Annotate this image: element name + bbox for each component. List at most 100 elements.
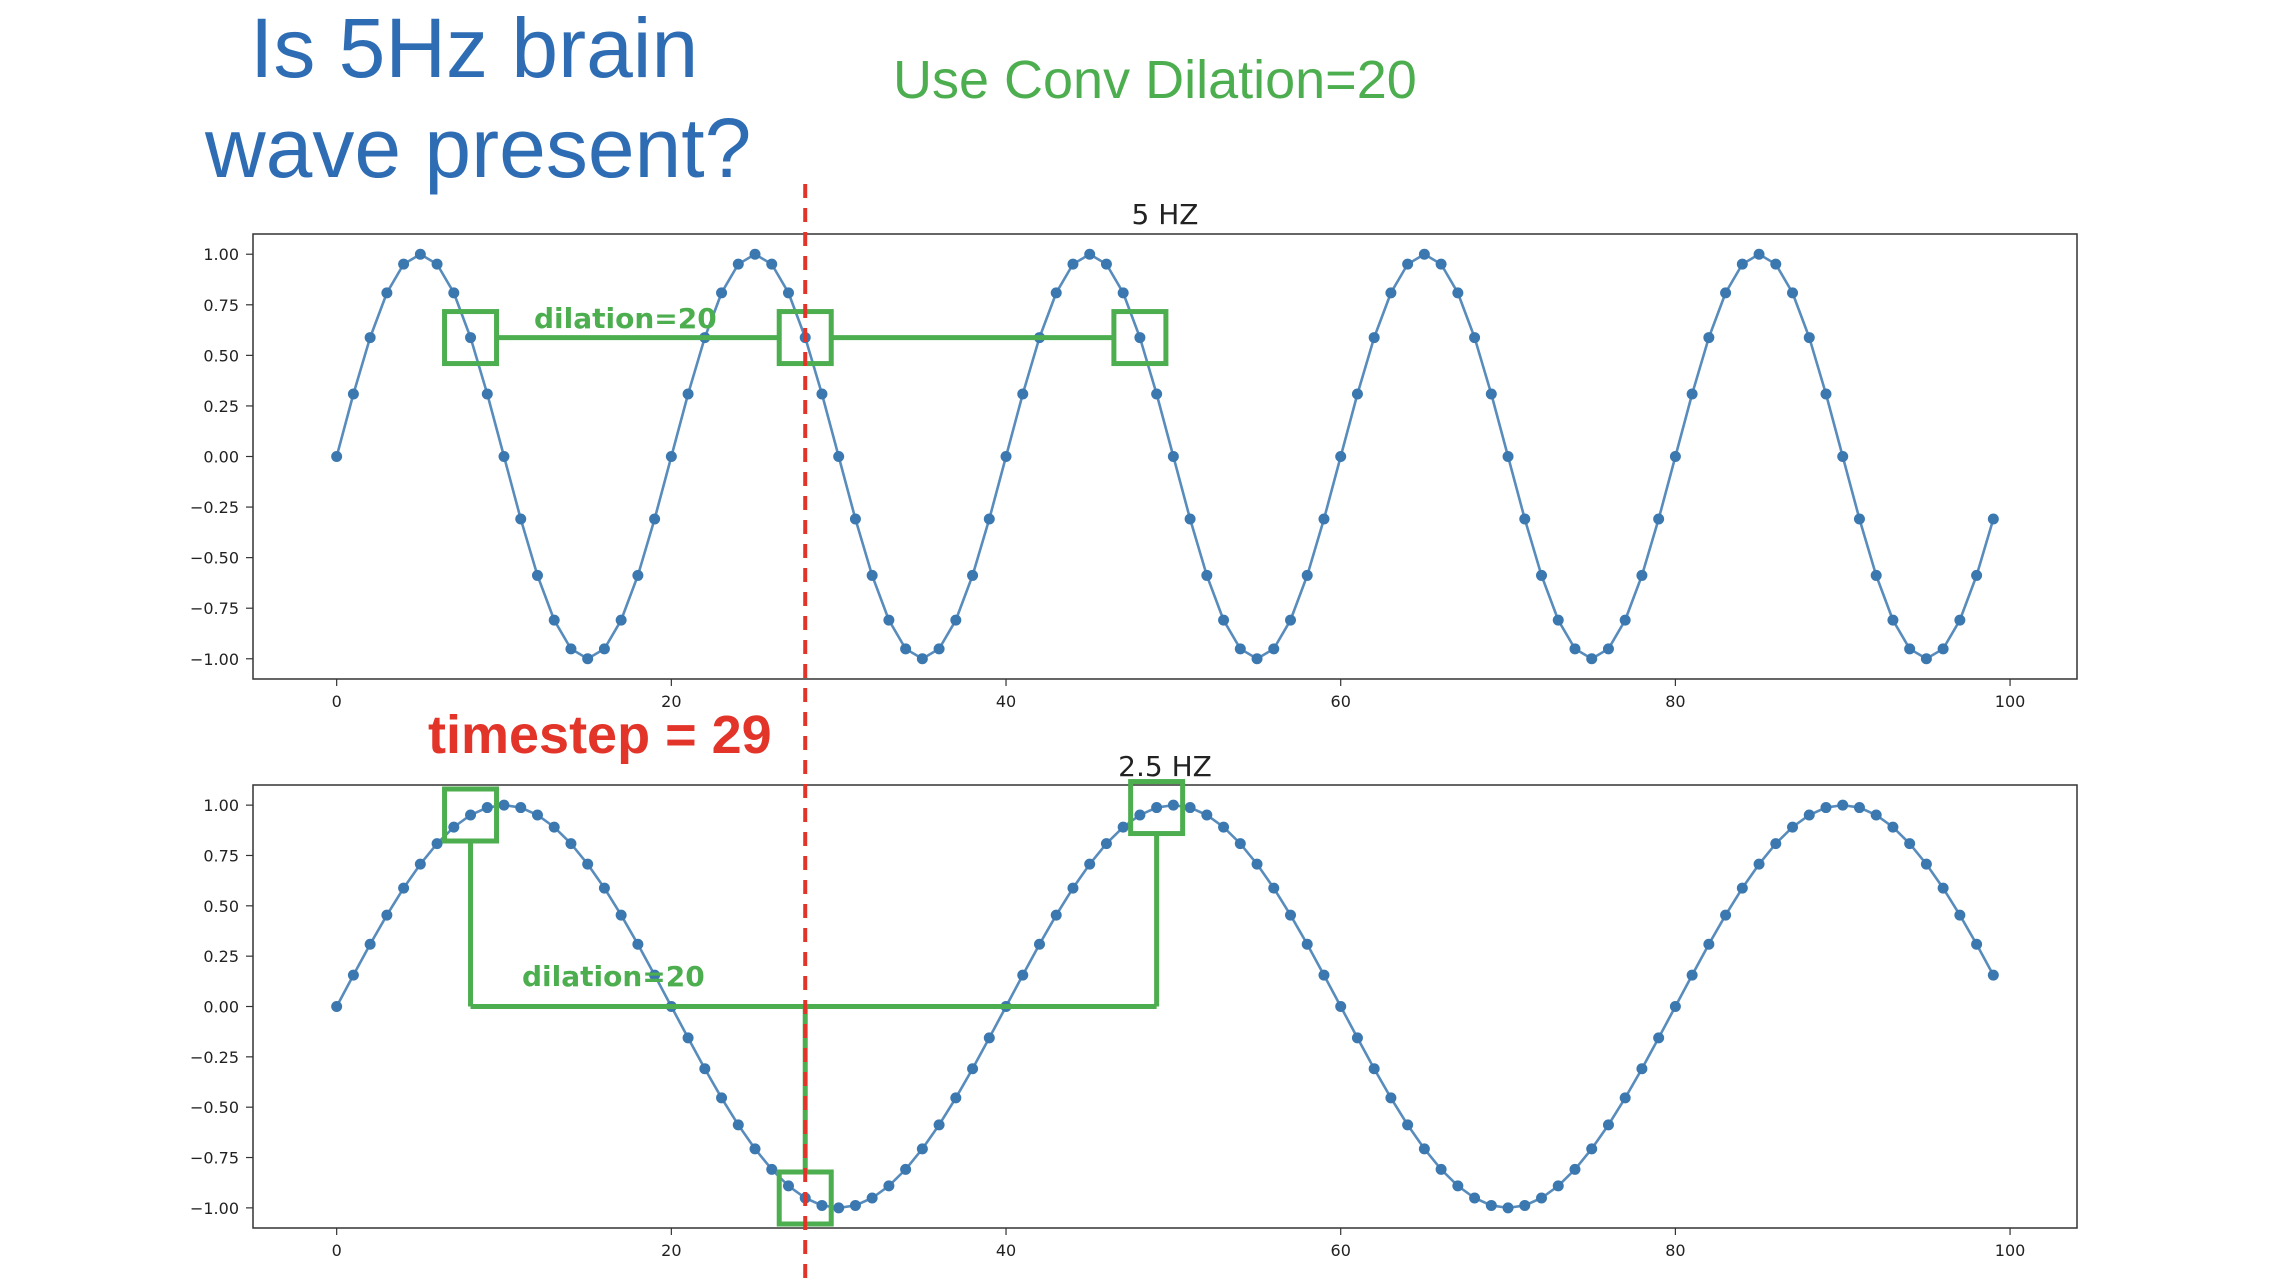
data-point xyxy=(582,858,594,870)
data-point xyxy=(883,614,895,626)
data-point xyxy=(1502,451,1514,462)
data-point xyxy=(515,513,527,525)
data-point xyxy=(665,451,677,462)
data-point xyxy=(1820,802,1832,814)
data-point xyxy=(1803,332,1815,344)
dilation-label-bottom: dilation=20 xyxy=(522,960,705,993)
data-point xyxy=(816,388,828,400)
data-point xyxy=(1435,258,1447,270)
y-tick-label: 0.75 xyxy=(203,296,239,315)
data-point xyxy=(1853,802,1865,814)
data-point xyxy=(632,569,644,581)
data-point xyxy=(1987,969,1999,981)
data-point xyxy=(1318,969,1330,981)
timestep-label: timestep = 29 xyxy=(428,705,772,765)
data-point xyxy=(1853,513,1865,525)
data-point xyxy=(782,287,794,299)
data-point xyxy=(766,1163,778,1175)
data-point xyxy=(833,1202,845,1214)
data-point xyxy=(1536,1192,1548,1204)
data-point xyxy=(1201,809,1213,821)
data-point xyxy=(1904,643,1916,655)
data-point xyxy=(983,1032,995,1044)
data-point xyxy=(381,287,393,299)
x-tick-label: 40 xyxy=(996,1241,1016,1260)
data-point xyxy=(732,258,744,270)
y-tick-label: 0.00 xyxy=(203,998,239,1017)
data-point xyxy=(347,388,359,400)
data-point xyxy=(866,569,878,581)
x-tick-label: 100 xyxy=(1995,1241,2026,1260)
y-tick-label: −0.25 xyxy=(190,498,239,517)
data-point xyxy=(1703,938,1715,950)
data-point xyxy=(833,451,845,462)
y-tick-label: 0.75 xyxy=(203,846,239,865)
data-point xyxy=(1067,882,1079,894)
data-point xyxy=(1452,1180,1464,1192)
data-point xyxy=(1351,388,1363,400)
data-point xyxy=(883,1180,895,1192)
data-point xyxy=(1184,513,1196,525)
data-point xyxy=(1167,451,1179,462)
data-point xyxy=(1920,653,1932,665)
data-point xyxy=(1636,1063,1648,1075)
data-point xyxy=(1954,909,1966,921)
data-point xyxy=(1720,909,1732,921)
data-point xyxy=(1569,1163,1581,1175)
y-tick-label: −0.50 xyxy=(190,549,239,568)
data-point xyxy=(1134,809,1146,821)
data-point xyxy=(1736,882,1748,894)
data-point xyxy=(1485,388,1497,400)
data-point xyxy=(1385,287,1397,299)
data-point xyxy=(1770,258,1782,270)
data-point xyxy=(1619,614,1631,626)
data-point xyxy=(1502,1202,1514,1214)
x-tick-label: 100 xyxy=(1995,692,2026,711)
data-point xyxy=(1519,1199,1531,1211)
data-point xyxy=(414,858,426,870)
data-point xyxy=(916,1143,928,1155)
data-point xyxy=(414,248,426,260)
data-point xyxy=(431,258,443,270)
data-point xyxy=(1184,802,1196,814)
data-point xyxy=(615,909,627,921)
data-point xyxy=(1402,1119,1414,1131)
y-tick-label: 0.50 xyxy=(203,346,239,365)
data-point xyxy=(1251,653,1263,665)
x-tick-label: 0 xyxy=(332,1241,342,1260)
data-point xyxy=(1017,388,1029,400)
data-point xyxy=(1586,1143,1598,1155)
data-point xyxy=(1870,809,1882,821)
data-point xyxy=(1770,838,1782,850)
data-point xyxy=(1787,821,1799,833)
data-point xyxy=(900,1163,912,1175)
data-point xyxy=(1067,258,1079,270)
x-tick-label: 0 xyxy=(332,692,342,711)
slide-subtitle: Use Conv Dilation=20 xyxy=(893,50,1417,110)
data-point xyxy=(1937,882,1949,894)
data-point xyxy=(1820,388,1832,400)
data-point xyxy=(1987,513,1999,525)
y-tick-label: −1.00 xyxy=(190,650,239,669)
data-point xyxy=(766,258,778,270)
data-point xyxy=(1335,1001,1347,1012)
data-point xyxy=(849,513,861,525)
data-point xyxy=(398,258,410,270)
data-point xyxy=(1234,643,1246,655)
data-point xyxy=(716,287,728,299)
data-point xyxy=(1301,569,1313,581)
data-point xyxy=(849,1199,861,1211)
data-point xyxy=(582,653,594,665)
data-point xyxy=(1803,809,1815,821)
data-point xyxy=(1134,332,1146,344)
data-point xyxy=(1084,248,1096,260)
data-point xyxy=(548,614,560,626)
data-point xyxy=(950,614,962,626)
data-point xyxy=(1084,858,1096,870)
data-point xyxy=(649,969,661,981)
data-point xyxy=(933,643,945,655)
data-point xyxy=(398,882,410,894)
dilation-annotations: dilation=20 dilation=20 xyxy=(442,302,1186,1227)
chart-5hz: 5 HZ 0 20 40 60 80 100 1.00 0.75 0.50 0.25 0.00 −0.2… xyxy=(190,198,2078,711)
data-point xyxy=(1837,451,1849,462)
